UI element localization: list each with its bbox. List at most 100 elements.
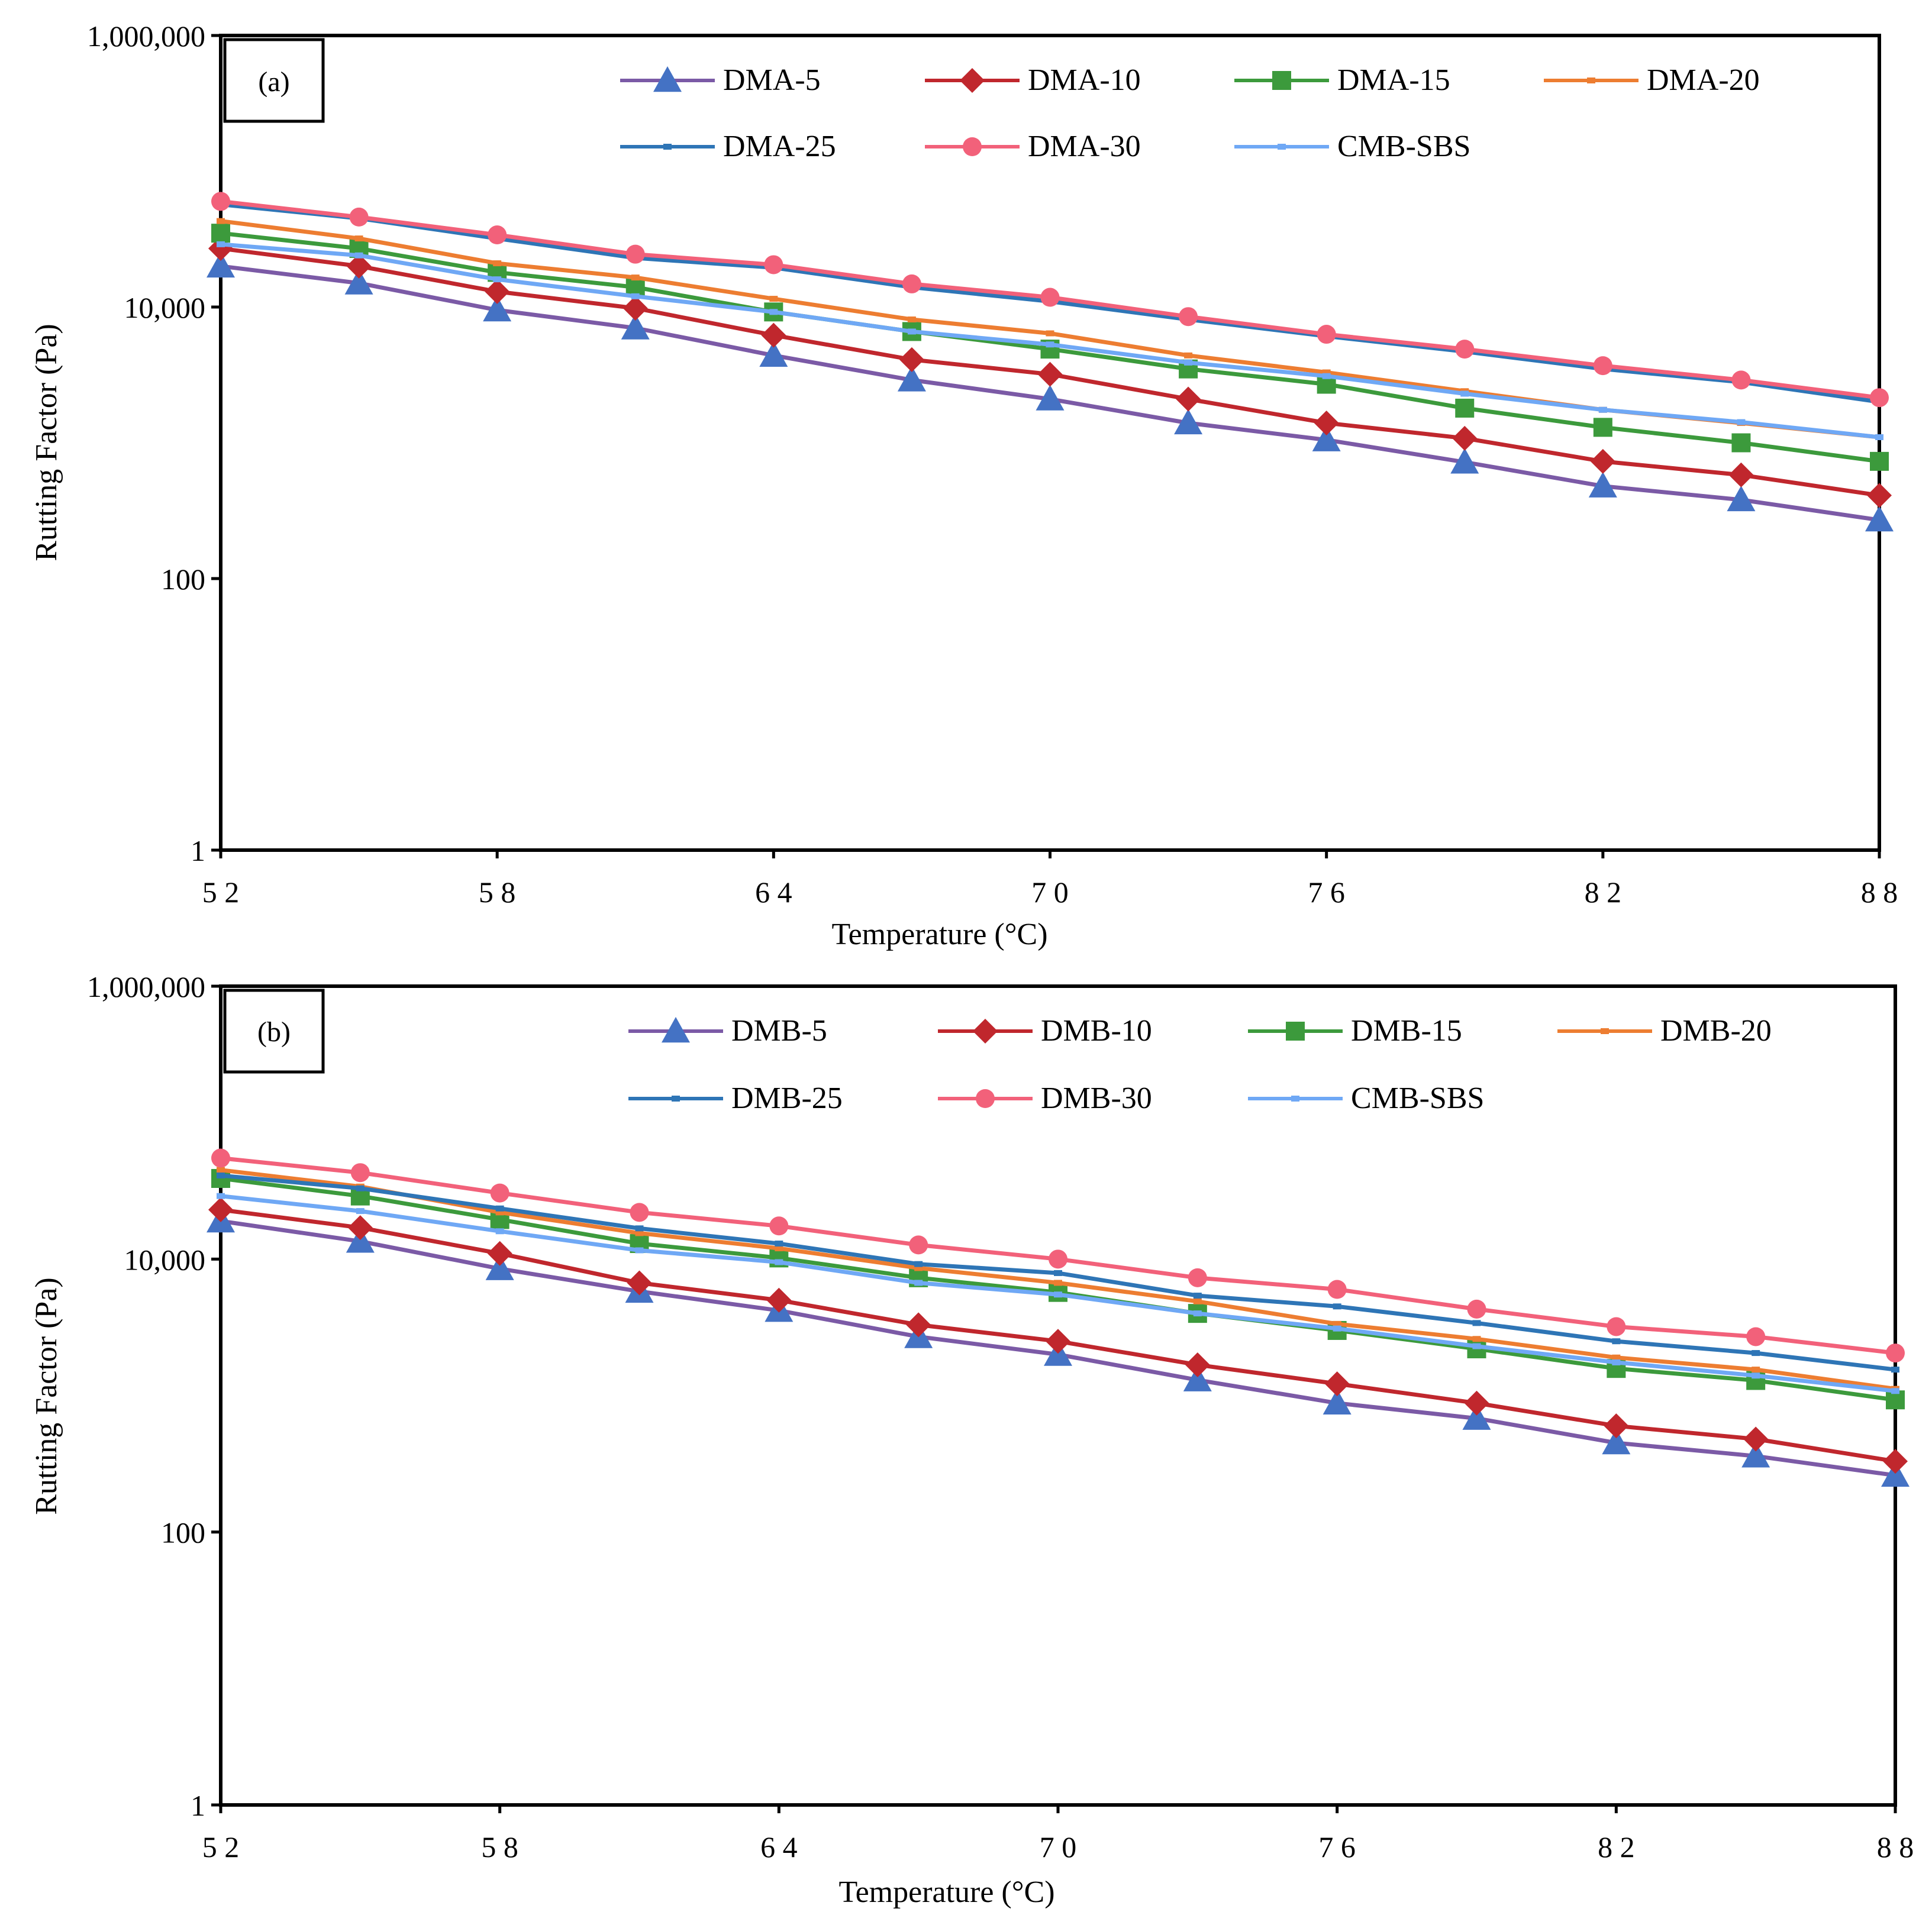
y-tick-label: 100 [161, 1516, 205, 1549]
data-point [1049, 1249, 1067, 1269]
x-tick-label: 5 8 [481, 1830, 518, 1864]
data-point [485, 1254, 514, 1280]
data-point [1185, 1352, 1210, 1378]
data-point [631, 293, 640, 299]
data-point [907, 317, 916, 323]
x-tick-label: 5 2 [202, 876, 240, 909]
data-point [1598, 406, 1607, 413]
legend-label: CMB-SBS [1351, 1081, 1484, 1115]
chart-panel-a: (a) 1 100 10,000 1,000,000 5 2 5 8 6 4 7 0 7 6 8… [30, 20, 1898, 951]
data-point [1317, 325, 1336, 344]
data-point [354, 252, 363, 259]
y-tick-label: 10,000 [124, 1243, 206, 1276]
data-point [356, 1208, 365, 1215]
data-point [1467, 1299, 1486, 1319]
data-point [1741, 1442, 1770, 1468]
x-tick-label: 7 6 [1318, 1830, 1356, 1864]
data-point [1612, 1354, 1621, 1361]
data-point [211, 224, 230, 243]
legend-marker [1286, 1022, 1305, 1041]
data-point [495, 1209, 504, 1216]
data-point [488, 225, 507, 245]
x-tick-label: 8 2 [1598, 1830, 1635, 1864]
legend-item: DMB-25 [628, 1081, 843, 1115]
x-tick-label: 7 6 [1308, 876, 1345, 909]
legend-marker [1291, 1096, 1299, 1102]
legend-marker-shape [662, 1017, 690, 1043]
series-dmb-20 [217, 1167, 1899, 1392]
data-point [1752, 1372, 1760, 1379]
data-point [907, 328, 916, 335]
data-point [1174, 408, 1203, 435]
y-tick-label: 100 [161, 563, 205, 596]
data-point [914, 1280, 923, 1286]
legend-label: CMB-SBS [1337, 130, 1470, 163]
data-point [217, 1193, 225, 1199]
legend-marker-shape [1278, 144, 1286, 150]
y-tick-label: 1 [191, 1789, 205, 1822]
data-point [1324, 1371, 1350, 1397]
x-tick-label: 7 0 [1031, 876, 1069, 909]
legend-marker-shape [976, 1089, 995, 1108]
series-dma-10 [208, 236, 1892, 508]
legend-marker [1587, 77, 1595, 83]
data-point [1455, 340, 1475, 359]
data-point [1322, 373, 1331, 379]
data-point [635, 1230, 644, 1236]
data-point [1036, 385, 1065, 411]
data-point [495, 1228, 504, 1235]
data-point [217, 1172, 225, 1178]
series-dma-5 [207, 251, 1894, 532]
data-point [1046, 1329, 1070, 1354]
legend: DMB-5 DMB-10 DMB-15 DMB-20 DMB-25 [628, 1014, 1772, 1115]
data-point [1046, 330, 1054, 337]
data-point [631, 274, 640, 281]
legend-item: CMB-SBS [1248, 1081, 1484, 1115]
data-point [1881, 1461, 1910, 1487]
data-point [207, 251, 235, 278]
data-point [1472, 1320, 1481, 1326]
legend-marker [973, 1019, 998, 1044]
legend-label: DMA-20 [1647, 63, 1760, 97]
legend-label: DMB-25 [731, 1081, 843, 1115]
y-axis-title: Rutting Factor (Pa) [30, 324, 63, 561]
data-point [208, 1197, 233, 1222]
data-point [775, 1245, 783, 1252]
data-point [909, 1235, 928, 1255]
legend-marker [976, 1089, 995, 1108]
data-point [356, 1185, 365, 1191]
series-cmb-sbs [217, 1193, 1899, 1394]
data-point [769, 296, 778, 302]
data-point [349, 207, 369, 227]
data-point [1886, 1344, 1905, 1363]
data-point [1752, 1350, 1760, 1357]
y-tick-label: 10,000 [124, 291, 206, 324]
data-point [1464, 1390, 1489, 1416]
data-point [1333, 1325, 1341, 1332]
data-point [1333, 1320, 1341, 1327]
data-point [1183, 1365, 1212, 1391]
data-point [490, 1183, 509, 1203]
data-point [1184, 352, 1193, 359]
data-point [1731, 370, 1751, 390]
x-tick-label: 5 2 [202, 1830, 240, 1864]
data-point [350, 1163, 370, 1183]
data-point [627, 1270, 652, 1296]
legend-label: DMA-15 [1337, 63, 1450, 97]
data-point [346, 253, 372, 279]
data-point [1602, 1428, 1631, 1455]
legend-label: DMB-10 [1041, 1014, 1152, 1048]
data-point [1312, 425, 1341, 451]
y-axis-title: Rutting Factor (Pa) [30, 1277, 63, 1515]
data-point [1891, 1388, 1899, 1394]
y-tick-label: 1,000,000 [87, 20, 205, 53]
legend-label: DMA-30 [1028, 130, 1141, 163]
legend-marker-shape [1601, 1028, 1609, 1034]
x-tick-label: 8 2 [1585, 876, 1622, 909]
data-point [483, 296, 512, 322]
data-point [1322, 369, 1331, 376]
data-point [1590, 448, 1615, 474]
legend-marker-shape [1587, 77, 1595, 83]
data-point [211, 1148, 230, 1168]
data-point [487, 1241, 512, 1266]
